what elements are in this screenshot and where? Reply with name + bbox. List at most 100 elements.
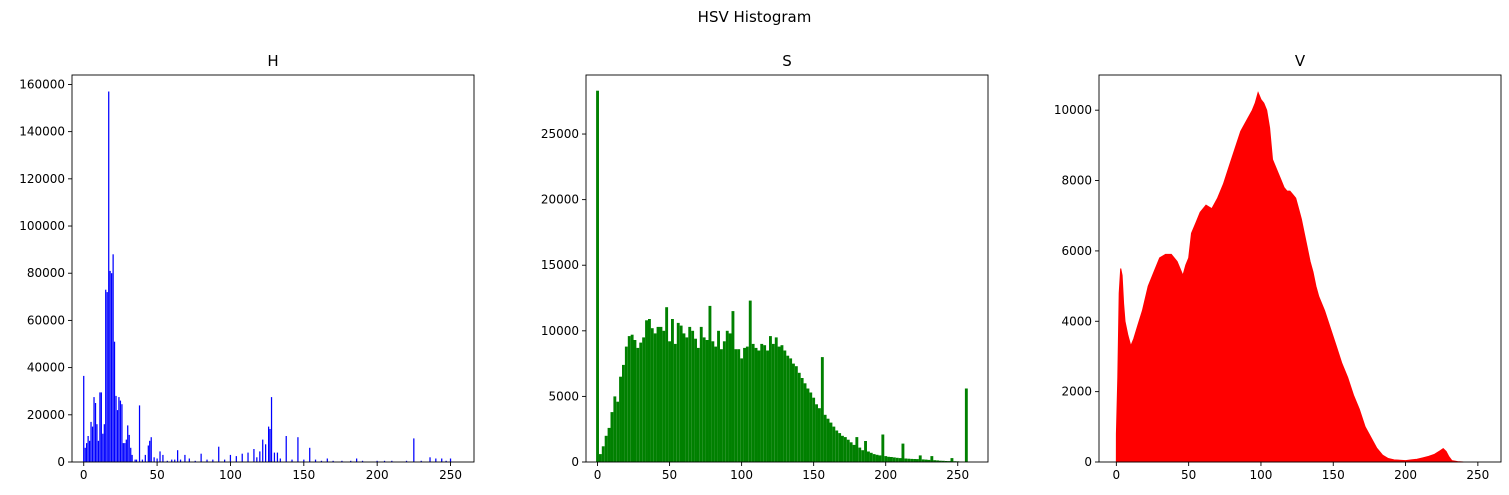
histogram-bar bbox=[769, 336, 772, 462]
histogram-bar bbox=[846, 439, 850, 462]
histogram-bar bbox=[930, 456, 934, 462]
axes-frame bbox=[71, 74, 475, 463]
histogram-bar bbox=[171, 459, 173, 462]
histogram-bar bbox=[87, 436, 89, 462]
histogram-bar bbox=[849, 442, 853, 462]
histogram-bar bbox=[786, 355, 790, 462]
histogram-bar bbox=[685, 337, 689, 462]
histogram-bar bbox=[247, 452, 249, 462]
histogram-bar bbox=[235, 456, 237, 462]
y-tick-label: 120000 bbox=[19, 172, 65, 186]
histogram-bar bbox=[944, 461, 948, 462]
histogram-bar bbox=[420, 460, 422, 462]
histogram-bar bbox=[314, 459, 317, 462]
histogram-bar bbox=[711, 341, 715, 462]
histogram-bar bbox=[826, 418, 830, 462]
histogram-bar bbox=[936, 460, 939, 462]
subplot-h: 0 50 100 150 200 250 0 20000 40000 60000 80000 1000… bbox=[19, 52, 475, 482]
histogram-bar bbox=[91, 426, 94, 462]
histogram-bar bbox=[783, 350, 787, 462]
histogram-bar bbox=[108, 91, 110, 462]
histogram-bar bbox=[100, 392, 102, 462]
histogram-bar bbox=[147, 445, 149, 462]
histogram-bar bbox=[332, 460, 334, 462]
histogram-bar bbox=[627, 336, 631, 462]
histogram-bar bbox=[838, 433, 842, 462]
histogram-bar bbox=[671, 319, 674, 462]
histogram-bar bbox=[90, 421, 92, 462]
histogram-bar bbox=[792, 363, 795, 462]
y-tick-label: 10000 bbox=[541, 324, 579, 338]
histogram-bar bbox=[601, 446, 605, 462]
x-tick-label: 50 bbox=[149, 468, 164, 482]
histogram-bar bbox=[156, 458, 158, 462]
x-tick-label: 250 bbox=[1466, 468, 1489, 482]
histogram-bar bbox=[708, 305, 712, 462]
histogram-bar bbox=[179, 459, 182, 462]
histogram-bar bbox=[413, 438, 415, 462]
histogram-bar bbox=[113, 341, 116, 462]
histogram-bar bbox=[691, 330, 695, 462]
histogram-bar bbox=[722, 341, 726, 462]
histogram-bar bbox=[696, 347, 700, 462]
histogram-bar bbox=[964, 388, 968, 462]
histogram-bar bbox=[642, 337, 646, 462]
histogram-bar bbox=[405, 460, 408, 462]
histogram-bar bbox=[206, 459, 208, 462]
y-tick-label: 10000 bbox=[1054, 103, 1092, 117]
histogram-bar bbox=[740, 358, 744, 462]
y-tick-label: 5000 bbox=[548, 389, 579, 403]
histogram-bar bbox=[714, 346, 718, 462]
histogram-bar bbox=[907, 458, 911, 462]
histogram-bar bbox=[898, 458, 902, 462]
histogram-bar bbox=[441, 458, 443, 462]
histogram-bar bbox=[921, 459, 925, 462]
histogram-bar bbox=[717, 330, 720, 462]
histogram-bar bbox=[867, 451, 870, 462]
histogram-bar bbox=[832, 426, 836, 462]
axes-frame bbox=[1098, 74, 1502, 463]
histogram-bar bbox=[112, 254, 114, 462]
histogram-bar bbox=[705, 340, 709, 462]
histogram-bar bbox=[599, 454, 602, 462]
histogram-bar bbox=[861, 450, 865, 462]
histogram-bar bbox=[610, 412, 614, 462]
histogram-bar bbox=[881, 434, 885, 462]
figure-title: HSV Histogram bbox=[697, 8, 812, 26]
histogram-bar bbox=[763, 345, 767, 462]
histogram-bar bbox=[279, 458, 281, 462]
histogram-bar bbox=[111, 273, 113, 462]
histogram-bar bbox=[875, 454, 879, 462]
histogram-bar bbox=[135, 459, 138, 462]
axes-frame bbox=[585, 74, 989, 463]
histogram-bar bbox=[97, 440, 100, 462]
histogram-bar bbox=[262, 439, 264, 462]
y-tick-label: 2000 bbox=[1061, 385, 1092, 399]
histogram-bar bbox=[855, 437, 859, 462]
histogram-bar bbox=[224, 459, 226, 462]
histogram-bar bbox=[229, 454, 232, 462]
histogram-bar bbox=[694, 338, 697, 462]
histogram-bar bbox=[823, 414, 827, 462]
x-tick-label: 150 bbox=[802, 468, 825, 482]
histogram-bar bbox=[150, 437, 152, 462]
histogram-bar bbox=[241, 453, 243, 462]
histogram-bar bbox=[93, 397, 95, 462]
histogram-bar bbox=[188, 458, 190, 462]
histogram-bar bbox=[291, 459, 293, 462]
x-tick-label: 250 bbox=[946, 468, 969, 482]
histogram-bar bbox=[895, 457, 899, 462]
histogram-bar bbox=[630, 334, 634, 462]
histogram-bar bbox=[619, 376, 622, 462]
y-tick-label: 25000 bbox=[541, 127, 579, 141]
histogram-bar bbox=[731, 311, 735, 462]
x-tick-label: 100 bbox=[219, 468, 242, 482]
histogram-bar bbox=[682, 333, 686, 462]
histogram-bar bbox=[297, 437, 299, 462]
y-tick-label: 4000 bbox=[1061, 314, 1092, 328]
histogram-bar bbox=[429, 457, 431, 462]
histogram-bar bbox=[622, 364, 625, 462]
x-tick-label: 50 bbox=[1181, 468, 1196, 482]
histogram-bar bbox=[806, 388, 810, 462]
